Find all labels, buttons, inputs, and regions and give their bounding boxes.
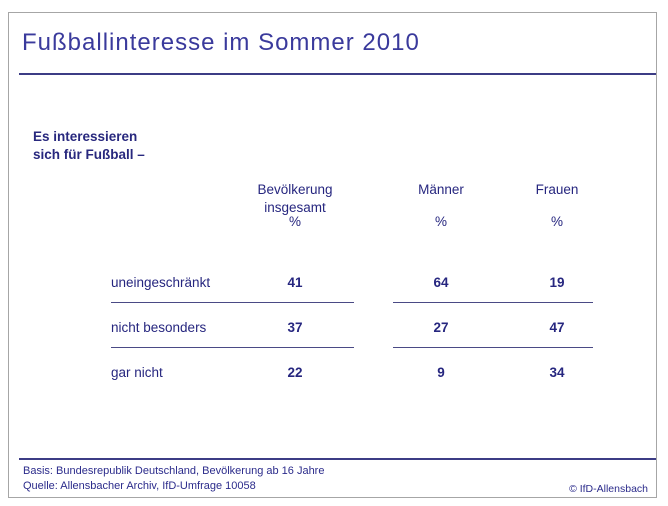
column-header-bevoelkerung-line1: Bevölkerung: [257, 182, 333, 197]
title-divider: [19, 73, 656, 75]
question-text: Es interessieren sich für Fußball –: [33, 128, 253, 164]
question-line2: sich für Fußball –: [33, 147, 145, 163]
column-header-maenner: Männer: [418, 182, 464, 197]
slide-frame: Fußballinteresse im Sommer 2010 Es inter…: [8, 12, 657, 498]
footer-source: Quelle: Allensbacher Archiv, IfD-Umfrage…: [23, 480, 256, 492]
row-divider-2-right: [393, 347, 593, 348]
row-divider-1-left: [111, 302, 354, 303]
footer-basis: Basis: Bundesrepublik Deutschland, Bevöl…: [23, 465, 325, 477]
row-label-gar-nicht: gar nicht: [111, 365, 163, 380]
value-gar-nicht-bevoelkerung: 22: [287, 365, 303, 380]
unit-percent-col1: %: [288, 214, 301, 229]
column-header-frauen: Frauen: [535, 182, 579, 197]
value-gar-nicht-frauen: 34: [549, 365, 565, 380]
question-line1: Es interessieren: [33, 129, 138, 144]
value-uneingeschraenkt-frauen: 19: [549, 275, 565, 290]
value-gar-nicht-maenner: 9: [437, 365, 445, 380]
footer-copyright: © IfD-Allensbach: [569, 483, 648, 495]
value-nicht-besonders-maenner: 27: [433, 320, 449, 335]
unit-percent-col2: %: [434, 214, 447, 229]
row-label-nicht-besonders: nicht besonders: [111, 320, 207, 335]
page-title: Fußballinteresse im Sommer 2010: [22, 29, 420, 56]
row-divider-1-right: [393, 302, 593, 303]
value-uneingeschraenkt-maenner: 64: [433, 275, 449, 290]
unit-percent-col3: %: [550, 214, 563, 229]
row-label-uneingeschraenkt: uneingeschränkt: [111, 275, 211, 290]
value-uneingeschraenkt-bevoelkerung: 41: [287, 275, 303, 290]
row-divider-2-left: [111, 347, 354, 348]
footer-divider: [19, 458, 656, 460]
value-nicht-besonders-frauen: 47: [549, 320, 565, 335]
column-header-bevoelkerung-line2: insgesamt: [264, 199, 326, 215]
column-header-bevoelkerung: Bevölkerung insgesamt: [225, 181, 365, 216]
value-nicht-besonders-bevoelkerung: 37: [287, 320, 303, 335]
